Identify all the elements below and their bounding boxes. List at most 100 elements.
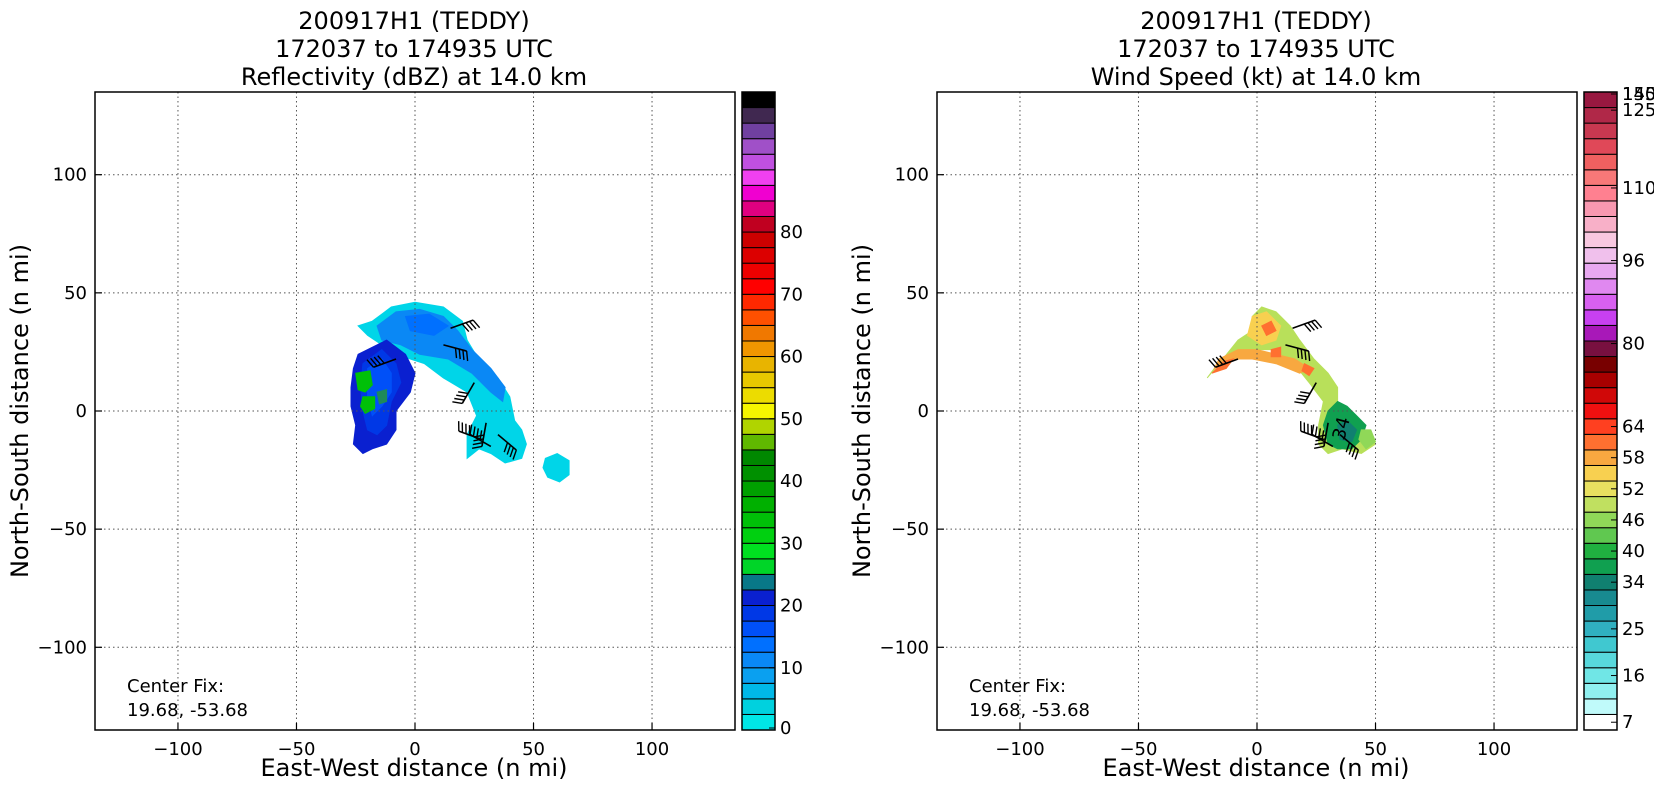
reflectivity-colorbar-segment (741, 215, 776, 233)
wind-center-fix-label: Center Fix: (969, 676, 1066, 697)
wind-x-tick-label: −100 (995, 739, 1044, 760)
reflectivity-colorbar-segment (741, 573, 776, 591)
reflectivity-x-tick-label: −100 (153, 739, 202, 760)
reflectivity-wind-barb (443, 344, 469, 362)
wind-colorbar-segment (1583, 309, 1618, 326)
wind-colorbar-segment (1583, 371, 1618, 389)
wind-colorbar-tick-label: 96 (1622, 251, 1645, 272)
wind-wind-barb (1311, 424, 1334, 448)
wind-colorbar-frame (1583, 91, 1618, 731)
wind-colorbar-tick-label: 25 (1622, 619, 1645, 640)
wind-center-fix-value: 19.68, -53.68 (969, 700, 1090, 721)
wind-colorbar-tick-label: 16 (1622, 666, 1645, 687)
wind-colorbar-segment (1583, 605, 1618, 622)
reflectivity-y-tick-label: 100 (53, 165, 87, 186)
wind-colorbar-segment (1583, 558, 1618, 575)
reflectivity-y-tick-label: −100 (38, 637, 87, 658)
wind-wind-barbs (1208, 319, 1360, 460)
wind-y-tick-label: 100 (895, 165, 929, 186)
reflectivity-colorbar-segment (741, 433, 776, 451)
wind-field-region-9 (1358, 429, 1377, 450)
wind-title-line-1: 200917H1 (TEDDY) (1140, 7, 1371, 35)
wind-colorbar-segment (1583, 215, 1618, 233)
wind-title-line-2: 172037 to 174935 UTC (1117, 35, 1395, 63)
reflectivity-wind-barb (497, 434, 518, 460)
wind-colorbar-segment (1583, 122, 1618, 140)
wind-colorbar-segment (1583, 153, 1618, 171)
wind-colorbar-tick-label: 140 (1622, 84, 1654, 105)
wind-x-tick-label: 100 (1477, 739, 1511, 760)
wind-colorbar-tick-label: 155 (1622, 84, 1654, 105)
wind-colorbar-tick-label: 64 (1622, 417, 1645, 438)
reflectivity-colorbar-segment (741, 387, 776, 404)
wind-colorbar-segment (1583, 262, 1618, 280)
reflectivity-center-fix-value: 19.68, -53.68 (127, 700, 248, 721)
wind-y-tick-label: 50 (906, 283, 929, 304)
reflectivity-colorbar-segment (741, 464, 776, 482)
wind-colorbar-segment (1583, 169, 1618, 186)
reflectivity-wind-barb (450, 319, 481, 333)
reflectivity-x-tick-label: −50 (277, 739, 315, 760)
wind-colorbar-segment (1583, 636, 1618, 653)
reflectivity-colorbar-segment (741, 293, 776, 311)
reflectivity-colorbar-tick-label: 50 (780, 409, 803, 430)
reflectivity-field (350, 301, 570, 483)
wind-wind-barb (1285, 344, 1311, 362)
wind-colorbar-segment (1583, 651, 1618, 669)
reflectivity-colorbar-segment (741, 651, 776, 669)
reflectivity-x-tick-label: 0 (409, 739, 420, 760)
reflectivity-colorbar-segment (741, 542, 776, 560)
wind-colorbar-tick-label: 125 (1622, 100, 1654, 121)
wind-colorbar-segment (1583, 698, 1618, 715)
wind-y-axis-label: North-South distance (n mi) (848, 244, 876, 578)
wind-y-tick-label: −100 (880, 637, 929, 658)
wind-colorbar-segment (1583, 293, 1618, 311)
reflectivity-colorbar-segment (741, 200, 776, 217)
reflectivity-colorbar-segment (741, 309, 776, 326)
reflectivity-x-ticks: −100 −50 0 50 100 (153, 723, 669, 760)
wind-wind-barb (1339, 434, 1360, 460)
reflectivity-wind-barb (366, 355, 397, 368)
wind-colorbar-segment (1583, 464, 1618, 482)
reflectivity-y-axis-label: North-South distance (n mi) (6, 244, 34, 578)
reflectivity-colorbar-segment (741, 605, 776, 622)
reflectivity-colorbar-segment (741, 91, 776, 109)
wind-x-tick-label: 0 (1251, 739, 1262, 760)
reflectivity-colorbar-segment (741, 480, 776, 498)
reflectivity-colorbar-segment (741, 449, 776, 466)
wind-colorbar-tick-label: 34 (1622, 572, 1645, 593)
reflectivity-title-line-2: 172037 to 174935 UTC (275, 35, 553, 63)
reflectivity-x-tick-label: 100 (635, 739, 669, 760)
reflectivity-x-tick-label: 50 (522, 739, 545, 760)
wind-colorbar-segment (1583, 231, 1618, 249)
wind-colorbar-segment (1583, 589, 1618, 607)
wind-colorbar-segment (1583, 324, 1618, 342)
reflectivity-field-region-9 (376, 389, 388, 405)
wind-x-tick-label: −50 (1119, 739, 1157, 760)
reflectivity-colorbar-segment (741, 247, 776, 264)
wind-wind-barb (1208, 355, 1239, 368)
reflectivity-y-ticks: −100 −50 0 50 100 (38, 165, 102, 658)
wind-colorbar-segment (1583, 496, 1618, 513)
reflectivity-field-region-3 (404, 313, 450, 336)
wind-colorbar-segment (1583, 402, 1618, 420)
wind-colorbar-tick-label: 46 (1622, 510, 1645, 531)
reflectivity-colorbar-segment (741, 231, 776, 249)
wind-field-region-6 (1270, 346, 1282, 358)
reflectivity-grid (95, 92, 735, 730)
reflectivity-colorbar-segment (741, 278, 776, 295)
reflectivity-title-line-1: 200917H1 (TEDDY) (298, 7, 529, 35)
reflectivity-x-axis-label: East-West distance (n mi) (260, 754, 567, 782)
wind-field-region-4 (1261, 320, 1277, 337)
reflectivity-colorbar-frame (741, 91, 776, 731)
reflectivity-y-tick-label: 0 (76, 401, 87, 422)
wind-speed-field (1206, 306, 1377, 455)
reflectivity-panel: 200917H1 (TEDDY) 172037 to 174935 UTC Re… (6, 7, 803, 782)
reflectivity-colorbar-segment (741, 511, 776, 529)
wind-field-region-5 (1301, 362, 1315, 377)
wind-colorbar-segment (1583, 433, 1618, 451)
wind-colorbar-tick-label: 80 (1622, 334, 1645, 355)
reflectivity-colorbar-segment (741, 402, 776, 420)
reflectivity-colorbar-segment (741, 138, 776, 155)
reflectivity-colorbar-segment (741, 636, 776, 653)
